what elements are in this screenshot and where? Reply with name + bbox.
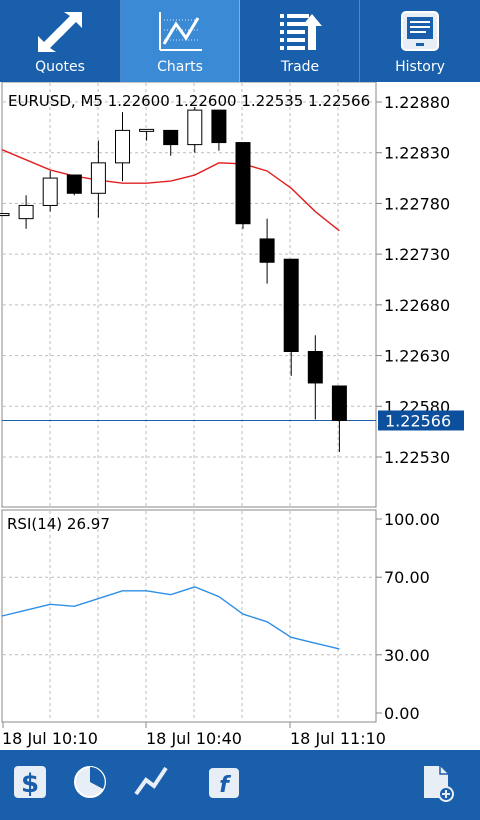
candle-bullish <box>90 162 106 194</box>
rsi-tick-label: 0.00 <box>384 704 420 723</box>
price-tick-label: 1.22680 <box>384 296 450 315</box>
candle-bullish <box>115 129 130 164</box>
candle-bearish <box>163 129 179 146</box>
clock-icon[interactable] <box>72 762 108 802</box>
price-tick-label: 1.22730 <box>384 245 450 264</box>
time-tick-label: 18 Jul 11:10 <box>290 729 386 748</box>
tab-history[interactable]: History <box>360 0 480 82</box>
history-terminal-icon <box>401 11 439 51</box>
tab-separator <box>120 0 121 82</box>
add-document-icon[interactable] <box>420 762 456 802</box>
current-price-badge <box>378 410 464 431</box>
candle-bullish <box>0 213 10 217</box>
price-tick-label: 1.22880 <box>384 93 450 112</box>
tab-charts[interactable]: Charts <box>120 0 240 82</box>
tab-trade[interactable]: Trade <box>240 0 360 82</box>
moving-average-line <box>1 149 340 232</box>
candles <box>0 107 347 452</box>
candle-bearish <box>259 238 275 263</box>
tab-charts-label: Charts <box>157 59 203 75</box>
tab-quotes-label: Quotes <box>35 59 85 75</box>
rsi-panel-frame <box>1 509 377 723</box>
candle-bullish <box>18 204 34 220</box>
candle-bearish <box>307 351 323 384</box>
rsi-line <box>1 586 340 650</box>
price-tick-label: 1.22530 <box>384 448 450 467</box>
candle-bearish <box>283 258 299 353</box>
chart-line-icon <box>159 12 202 51</box>
price-tick-label: 1.22630 <box>384 347 450 366</box>
tab-trade-label: Trade <box>280 59 320 75</box>
list-upload-icon <box>280 14 322 50</box>
arrows-icon <box>38 12 82 52</box>
symbol-info: EURUSD, M5 1.22600 1.22600 1.22535 1.225… <box>8 92 370 110</box>
candle-bearish <box>331 385 347 421</box>
rsi-label: RSI(14) 26.97 <box>7 515 110 533</box>
time-tick-label: 18 Jul 10:40 <box>146 729 242 748</box>
candle-bullish <box>42 177 58 206</box>
svg-text:f: f <box>219 773 231 798</box>
candle-bullish <box>187 109 203 146</box>
tab-separator <box>359 0 360 82</box>
grid-lines <box>3 83 376 721</box>
price-tick-label: 1.22780 <box>384 194 450 213</box>
top-navigation: Quotes Charts Trade <box>0 0 480 84</box>
candle-bearish <box>211 109 227 144</box>
chart-area[interactable]: 1.22880 1.22830 1.22780 1.22730 1.22680 1.226… <box>0 81 480 750</box>
price-panel-frame <box>1 81 377 508</box>
time-axis: 18 Jul 10:10 18 Jul 10:40 18 Jul 11:10 <box>2 722 386 748</box>
time-tick-label: 18 Jul 10:10 <box>2 729 98 748</box>
rsi-tick-label: 100.00 <box>384 510 440 529</box>
dollar-icon[interactable]: $ <box>12 762 48 802</box>
price-chart[interactable]: 1.22880 1.22830 1.22780 1.22730 1.22680 1.226… <box>0 81 480 750</box>
line-chart-icon[interactable] <box>134 762 170 802</box>
function-icon[interactable]: f <box>207 762 243 802</box>
rsi-axis: 100.00 70.00 30.00 0.00 <box>376 510 440 723</box>
price-tick-label: 1.22830 <box>384 144 450 163</box>
svg-text:$: $ <box>21 769 39 799</box>
candle-bearish <box>235 142 251 225</box>
candle-bearish <box>66 174 82 194</box>
tab-quotes[interactable]: Quotes <box>0 0 120 82</box>
current-price-label: 1.22566 <box>385 411 451 430</box>
rsi-tick-label: 70.00 <box>384 568 430 587</box>
rsi-tick-label: 30.00 <box>384 646 430 665</box>
bottom-toolbar: $ f <box>0 750 480 820</box>
tab-history-label: History <box>395 59 445 75</box>
candle-bullish <box>139 128 155 132</box>
